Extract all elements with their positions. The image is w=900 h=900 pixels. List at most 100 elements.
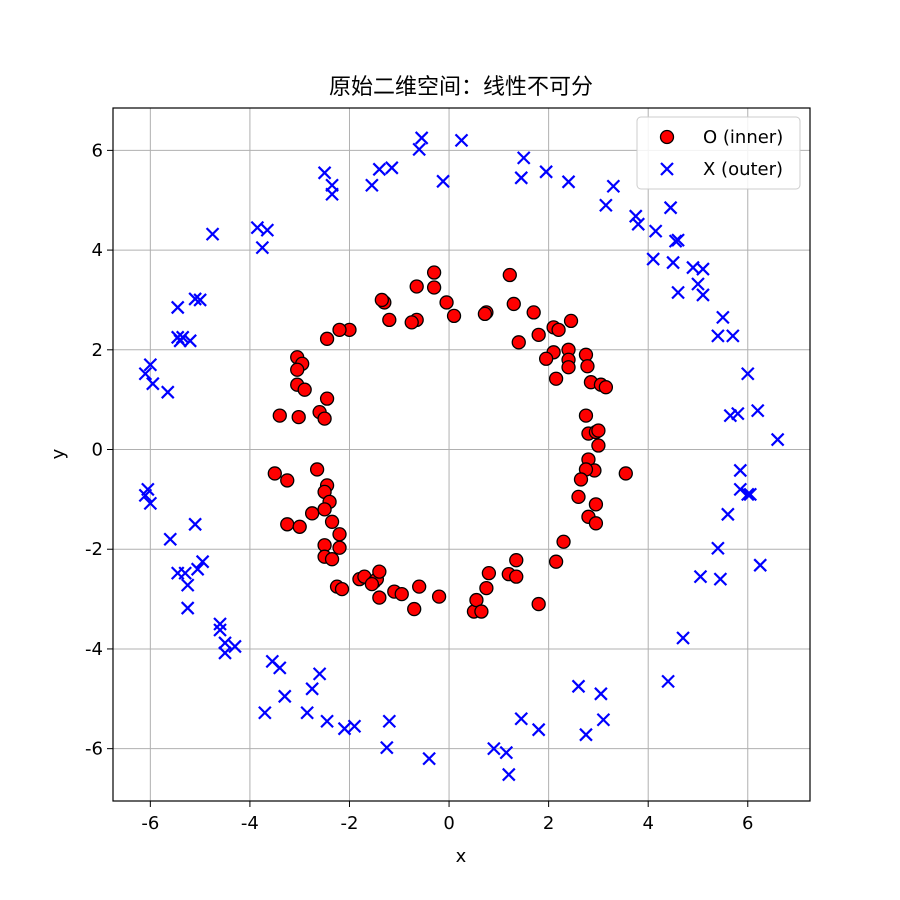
outer-point <box>337 721 352 736</box>
outer-point <box>170 300 185 315</box>
outer-point <box>733 463 748 478</box>
outer-point <box>188 517 202 532</box>
outer-point <box>561 175 576 189</box>
outer-point <box>317 166 332 180</box>
outer-point <box>696 262 710 276</box>
x-marker-stroke <box>514 171 529 185</box>
x-marker-stroke <box>731 406 745 421</box>
inner-point <box>426 280 442 295</box>
inner-point <box>324 552 340 567</box>
inner-point <box>474 604 489 619</box>
x-marker-stroke <box>260 223 275 237</box>
x-marker-stroke <box>325 187 339 202</box>
inner-point <box>571 489 586 505</box>
outer-point <box>539 165 553 179</box>
outer-point <box>606 179 621 194</box>
x-marker-stroke <box>163 532 178 547</box>
x-marker-stroke <box>733 463 748 478</box>
x-marker-stroke <box>671 233 685 247</box>
x-marker-stroke <box>594 687 608 701</box>
x-marker-stroke <box>711 329 725 343</box>
outer-point <box>213 623 227 637</box>
x-marker-stroke <box>146 376 160 391</box>
x-marker-stroke <box>648 224 663 238</box>
inner-point <box>580 359 595 374</box>
outer-point <box>733 482 748 497</box>
x-marker-stroke <box>258 705 272 720</box>
outer-point <box>258 705 272 720</box>
outer-point <box>325 187 339 202</box>
x-tick-label: -6 <box>141 813 159 834</box>
y-tick-label: 6 <box>92 140 103 161</box>
x-marker-stroke <box>531 722 546 737</box>
inner-point <box>319 331 335 346</box>
x-tick-label: -2 <box>341 813 359 834</box>
inner-point <box>409 279 424 294</box>
x-marker-stroke <box>205 227 220 241</box>
outer-point <box>646 252 660 266</box>
y-axis-label: y <box>48 448 69 459</box>
x-marker-stroke <box>412 142 426 157</box>
outer-point <box>711 541 725 556</box>
x-marker-stroke <box>188 292 202 306</box>
x-marker-stroke <box>160 385 175 399</box>
x-marker-stroke <box>265 654 280 669</box>
x-marker-stroke <box>213 617 227 631</box>
x-marker-stroke <box>753 558 767 572</box>
outer-point <box>599 198 613 212</box>
inner-point <box>591 438 606 453</box>
inner-point <box>317 502 332 517</box>
outer-point <box>163 532 178 547</box>
outer-point <box>770 432 785 447</box>
inner-point <box>538 351 554 366</box>
outer-point <box>195 554 210 569</box>
legend-box <box>636 116 801 190</box>
outer-point <box>218 646 232 660</box>
x-marker-stroke <box>579 727 593 742</box>
outer-point <box>721 507 735 522</box>
inner-point <box>374 292 389 308</box>
inner-point <box>404 315 419 330</box>
outer-point <box>138 488 153 503</box>
x-marker-stroke <box>571 679 586 694</box>
inner-point <box>280 473 295 488</box>
x-marker-stroke <box>663 200 678 215</box>
x-marker-stroke <box>436 174 450 189</box>
inner-point <box>531 596 546 612</box>
outer-point <box>178 566 192 580</box>
outer-point <box>213 617 227 631</box>
outer-point <box>671 233 685 247</box>
outer-point <box>160 385 175 399</box>
outer-point <box>173 334 187 348</box>
inner-point <box>280 517 295 532</box>
outer-point <box>631 217 646 231</box>
outer-point <box>726 329 740 343</box>
x-marker-stroke <box>138 488 153 503</box>
outer-point <box>750 403 765 418</box>
outer-point <box>180 601 195 615</box>
inner-point <box>407 601 422 617</box>
x-marker-stroke <box>666 255 680 270</box>
x-marker-stroke <box>188 517 202 532</box>
outer-point <box>260 223 275 237</box>
x-marker-stroke <box>696 262 710 276</box>
x-marker-stroke <box>255 240 270 255</box>
x-marker-stroke <box>193 293 207 307</box>
outer-point <box>661 674 675 689</box>
outer-point <box>676 631 690 645</box>
x-marker-stroke <box>143 357 158 372</box>
outer-point <box>731 406 745 421</box>
outer-point <box>711 329 725 343</box>
outer-point <box>320 714 334 729</box>
x-marker-stroke <box>750 403 765 418</box>
outer-point <box>499 745 514 760</box>
inner-point <box>511 335 526 350</box>
x-marker-stroke <box>218 646 232 660</box>
outer-point <box>666 255 680 270</box>
x-marker-stroke <box>380 740 394 755</box>
inner-point <box>481 566 497 581</box>
x-marker-stroke <box>661 674 675 689</box>
x-marker-stroke <box>539 165 553 179</box>
outer-point <box>255 240 270 255</box>
